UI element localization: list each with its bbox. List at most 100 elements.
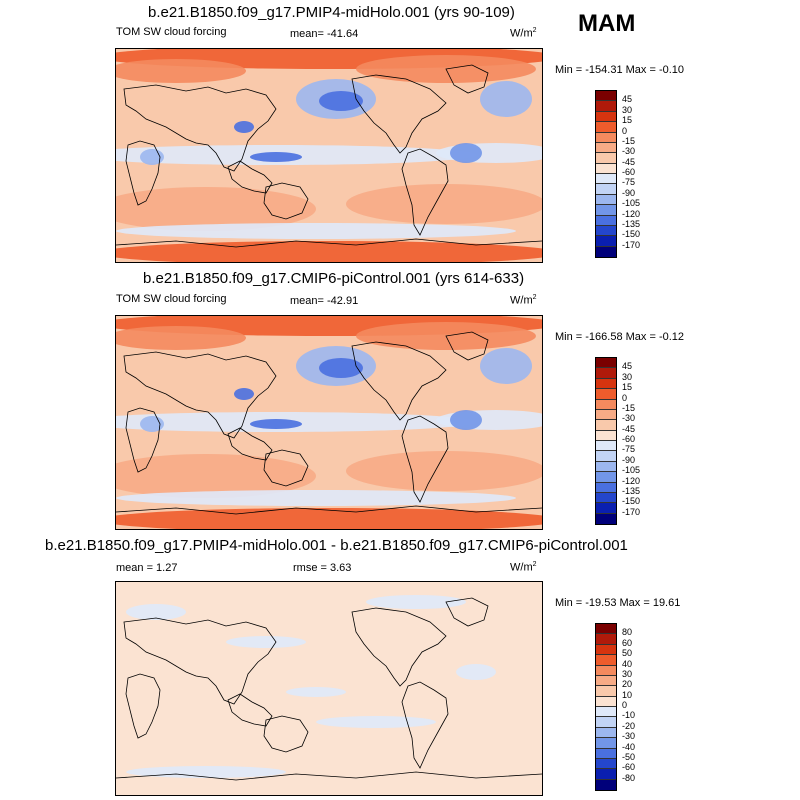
colorbar-tick-label: 0: [622, 700, 628, 710]
colorbar-tick-label: -45: [622, 156, 636, 167]
colorbar-tick-label: -50: [622, 751, 636, 762]
colorbar-swatch: [596, 451, 616, 462]
colorbar-swatch: [596, 769, 616, 780]
colorbar-tick-label: -150: [622, 229, 641, 240]
field-contour-region: [126, 766, 286, 778]
coastline: [401, 415, 449, 503]
colorbar-tick-label: -105: [622, 198, 641, 209]
colorbar-tick-label: 10: [622, 689, 633, 700]
colorbar-swatch: [596, 738, 616, 749]
field-contour-region: [286, 687, 346, 697]
colorbar-swatch: [596, 378, 616, 390]
colorbar-swatch: [596, 111, 616, 123]
coastline: [445, 331, 489, 361]
colorbar-swatch: [596, 675, 616, 687]
coastline: [125, 140, 161, 206]
coastline: [116, 771, 542, 781]
colorbar-swatch: [596, 717, 616, 728]
season-label: MAM: [578, 10, 636, 37]
colorbar-top: [595, 90, 617, 258]
colorbar-tick-label: -120: [622, 208, 641, 219]
colorbar-tick-label: -10: [622, 710, 636, 721]
coastline: [116, 238, 542, 248]
colorbar-swatch: [596, 758, 616, 770]
coastline: [123, 617, 277, 705]
field-contour-region: [116, 59, 246, 83]
map-panel-top: [115, 48, 543, 263]
colorbar-tick-label: 30: [622, 371, 633, 382]
colorbar-swatch: [596, 91, 616, 102]
colorbar-tick-label: -30: [622, 413, 636, 424]
field-contour-region: [116, 454, 316, 498]
field-contour-region: [234, 121, 254, 133]
colorbar-swatch: [596, 409, 616, 421]
colorbar-swatch: [596, 142, 616, 154]
colorbar-swatch: [596, 420, 616, 431]
field-contour-region: [116, 490, 516, 506]
colorbar-swatch: [596, 513, 616, 524]
field-contour-region: [450, 410, 482, 430]
colorbar-tick-label: 30: [622, 668, 633, 679]
coastline: [125, 673, 161, 739]
colorbar-tick-label: -120: [622, 475, 641, 486]
colorbar-tick-label: -60: [622, 434, 636, 444]
panel-title-top: b.e21.B1850.f09_g17.PMIP4-midHolo.001 (y…: [148, 4, 515, 21]
coastline: [401, 148, 449, 236]
panel-minmax-middle: Min = -166.58 Max = -0.12: [555, 331, 685, 343]
colorbar-swatch: [596, 441, 616, 452]
coastline: [227, 693, 273, 727]
colorbar-tick-label: 45: [622, 361, 633, 372]
colorbar-tick-label: -170: [622, 239, 641, 250]
colorbar-swatch: [596, 503, 616, 514]
colorbar-tick-label: -80: [622, 772, 636, 783]
colorbar-swatch: [596, 399, 616, 410]
coastline: [227, 427, 273, 461]
coastline: [263, 715, 309, 753]
field-contour-region: [116, 187, 316, 231]
panel-title-bottom: b.e21.B1850.f09_g17.PMIP4-midHolo.001 - …: [45, 537, 628, 554]
colorbar-tick-label: -20: [622, 720, 636, 731]
colorbar-swatch: [596, 624, 616, 635]
colorbar-swatch: [596, 132, 616, 143]
field-contour-region: [126, 604, 186, 620]
colorbar-bottom: [595, 623, 617, 791]
map-panel-middle: [115, 315, 543, 530]
field-contour-region: [480, 348, 532, 384]
coastline: [116, 505, 542, 515]
colorbar-tick-label: -30: [622, 731, 636, 742]
coastline: [227, 160, 273, 194]
coastline: [401, 681, 449, 769]
colorbar-swatch: [596, 696, 616, 707]
colorbar-swatch: [596, 644, 616, 656]
panel-minmax-top: Min = -154.31 Max = -0.10: [555, 64, 685, 76]
coastline: [123, 351, 277, 439]
colorbar-tick-label: -150: [622, 496, 641, 507]
field-contour-region: [250, 419, 302, 429]
colorbar-tick-label: -15: [622, 135, 636, 146]
colorbar-swatch: [596, 430, 616, 441]
colorbar-tick-label: -90: [622, 187, 636, 198]
colorbar-tick-label: 30: [622, 104, 633, 115]
panel-units-top: W/m2: [510, 27, 537, 40]
colorbar-swatch: [596, 707, 616, 718]
panel-rmse-bottom: rmse = 3.63: [293, 562, 352, 574]
colorbar-tick-label: 50: [622, 648, 633, 659]
colorbar-tick-label: -105: [622, 465, 641, 476]
colorbar-tick-label: 45: [622, 94, 633, 105]
colorbar-swatch: [596, 686, 616, 697]
field-contour-region: [456, 664, 496, 680]
colorbar-tick-label: -15: [622, 402, 636, 413]
colorbar-swatch: [596, 482, 616, 493]
coastline: [351, 74, 447, 154]
colorbar-tick-label: 20: [622, 679, 633, 690]
colorbar-swatch: [596, 236, 616, 247]
colorbar-tick-label: -30: [622, 146, 636, 157]
panel-title-middle: b.e21.B1850.f09_g17.CMIP6-piControl.001 …: [143, 270, 525, 287]
field-contour-region: [319, 91, 363, 111]
coastline: [351, 341, 447, 421]
colorbar-swatch: [596, 492, 616, 504]
colorbar-tick-label: -75: [622, 177, 636, 188]
colorbar-swatch: [596, 184, 616, 195]
colorbar-tick-label: -135: [622, 218, 641, 229]
colorbar-swatch: [596, 634, 616, 645]
